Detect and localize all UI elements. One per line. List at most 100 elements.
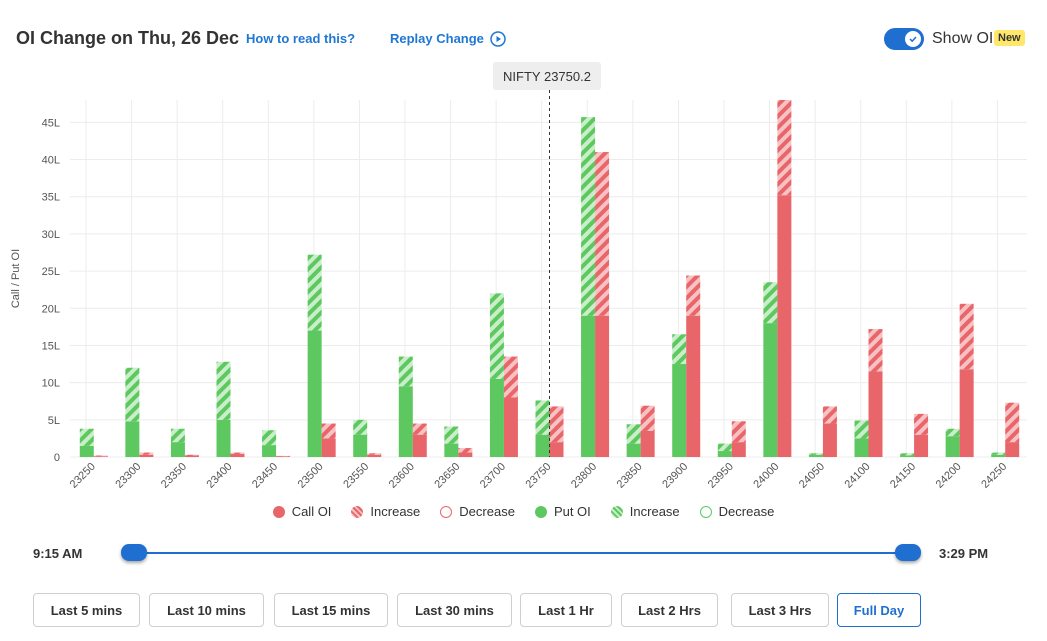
call-oi-increase-bar[interactable] xyxy=(458,448,473,453)
time-slider-track[interactable] xyxy=(134,552,908,554)
put-oi-bar[interactable] xyxy=(945,436,960,457)
put-oi-bar[interactable] xyxy=(170,442,185,457)
time-range-button[interactable]: Last 15 mins xyxy=(274,593,388,627)
play-circle-icon[interactable] xyxy=(490,31,506,47)
call-oi-increase-bar[interactable] xyxy=(731,421,746,443)
time-range-button[interactable]: Last 10 mins xyxy=(149,593,264,627)
call-oi-bar[interactable] xyxy=(640,430,655,457)
time-range-button[interactable]: Last 1 Hr xyxy=(520,593,612,627)
put-oi-increase-bar[interactable] xyxy=(353,419,368,435)
call-oi-bar[interactable] xyxy=(549,442,564,457)
put-oi-increase-bar[interactable] xyxy=(808,453,823,455)
put-oi-bar[interactable] xyxy=(79,445,94,457)
call-oi-bar[interactable] xyxy=(914,434,929,457)
call-oi-bar[interactable] xyxy=(1005,442,1020,457)
call-oi-increase-bar[interactable] xyxy=(412,423,427,435)
put-oi-bar[interactable] xyxy=(489,378,504,457)
put-oi-increase-bar[interactable] xyxy=(991,452,1006,455)
call-oi-increase-bar[interactable] xyxy=(367,453,382,455)
call-oi-bar[interactable] xyxy=(777,195,792,457)
call-oi-increase-bar[interactable] xyxy=(184,454,199,456)
put-oi-bar[interactable] xyxy=(535,434,550,457)
call-oi-bar[interactable] xyxy=(868,371,883,457)
call-oi-increase-bar[interactable] xyxy=(959,303,974,370)
put-oi-bar[interactable] xyxy=(125,421,140,457)
put-oi-bar[interactable] xyxy=(900,455,915,457)
show-oi-toggle[interactable] xyxy=(884,28,924,50)
put-oi-increase-bar[interactable] xyxy=(763,282,778,324)
legend-item[interactable]: Put OI xyxy=(534,504,591,519)
call-oi-increase-bar[interactable] xyxy=(549,406,564,443)
time-range-button[interactable]: Last 5 mins xyxy=(33,593,140,627)
call-oi-increase-bar[interactable] xyxy=(321,423,336,439)
put-oi-increase-bar[interactable] xyxy=(489,293,504,379)
call-oi-increase-bar[interactable] xyxy=(503,356,518,398)
call-oi-bar[interactable] xyxy=(276,456,291,457)
put-oi-increase-bar[interactable] xyxy=(535,400,550,435)
call-oi-bar[interactable] xyxy=(412,434,427,457)
put-oi-bar[interactable] xyxy=(991,454,1006,457)
put-oi-bar[interactable] xyxy=(398,386,413,457)
put-oi-bar[interactable] xyxy=(672,364,687,457)
put-oi-bar[interactable] xyxy=(444,443,459,457)
put-oi-bar[interactable] xyxy=(216,419,231,457)
put-oi-bar[interactable] xyxy=(581,315,596,457)
put-oi-increase-bar[interactable] xyxy=(398,356,413,387)
legend-item[interactable]: Increase xyxy=(351,504,420,519)
put-oi-increase-bar[interactable] xyxy=(900,453,915,456)
replay-change-link[interactable]: Replay Change xyxy=(390,31,484,46)
call-oi-bar[interactable] xyxy=(731,442,746,457)
call-oi-bar[interactable] xyxy=(321,438,336,457)
put-oi-increase-bar[interactable] xyxy=(444,426,459,444)
put-oi-increase-bar[interactable] xyxy=(945,428,960,437)
put-oi-increase-bar[interactable] xyxy=(216,361,231,420)
slider-end-handle[interactable] xyxy=(895,544,921,561)
legend-item[interactable]: Call OI xyxy=(272,504,331,519)
put-oi-increase-bar[interactable] xyxy=(125,367,140,422)
call-oi-bar[interactable] xyxy=(139,454,154,457)
legend-item[interactable]: Decrease xyxy=(440,504,515,519)
put-oi-increase-bar[interactable] xyxy=(854,420,869,439)
call-oi-increase-bar[interactable] xyxy=(1005,402,1020,443)
put-oi-bar[interactable] xyxy=(307,330,322,457)
put-oi-increase-bar[interactable] xyxy=(79,428,94,446)
time-range-button[interactable]: Last 2 Hrs xyxy=(621,593,718,627)
call-oi-bar[interactable] xyxy=(93,456,108,457)
put-oi-bar[interactable] xyxy=(626,443,641,457)
call-oi-increase-bar[interactable] xyxy=(777,100,792,196)
legend-item[interactable]: Increase xyxy=(610,504,680,519)
call-oi-increase-bar[interactable] xyxy=(640,405,655,431)
call-oi-increase-bar[interactable] xyxy=(822,406,837,424)
call-oi-bar[interactable] xyxy=(959,369,974,457)
put-oi-increase-bar[interactable] xyxy=(170,428,185,443)
put-oi-bar[interactable] xyxy=(353,434,368,457)
call-oi-bar[interactable] xyxy=(822,423,837,457)
call-oi-increase-bar[interactable] xyxy=(139,452,154,455)
put-oi-bar[interactable] xyxy=(854,438,869,457)
call-oi-increase-bar[interactable] xyxy=(93,455,108,457)
put-oi-increase-bar[interactable] xyxy=(717,443,732,452)
call-oi-bar[interactable] xyxy=(503,397,518,458)
put-oi-bar[interactable] xyxy=(763,323,778,457)
call-oi-increase-bar[interactable] xyxy=(230,452,245,455)
call-oi-increase-bar[interactable] xyxy=(595,152,610,316)
call-oi-increase-bar[interactable] xyxy=(868,329,883,372)
time-range-button[interactable]: Last 3 Hrs xyxy=(731,593,829,627)
time-range-button[interactable]: Last 30 mins xyxy=(397,593,512,627)
how-to-read-link[interactable]: How to read this? xyxy=(246,31,356,46)
put-oi-increase-bar[interactable] xyxy=(262,430,277,446)
put-oi-bar[interactable] xyxy=(262,445,277,457)
put-oi-increase-bar[interactable] xyxy=(581,117,596,316)
call-oi-bar[interactable] xyxy=(458,452,473,457)
put-oi-increase-bar[interactable] xyxy=(626,424,641,444)
put-oi-bar[interactable] xyxy=(717,451,732,457)
time-range-button[interactable]: Full Day xyxy=(837,593,921,627)
put-oi-bar[interactable] xyxy=(808,454,823,457)
legend-item[interactable]: Decrease xyxy=(699,504,774,519)
call-oi-bar[interactable] xyxy=(230,454,245,457)
call-oi-increase-bar[interactable] xyxy=(914,413,929,435)
call-oi-bar[interactable] xyxy=(595,315,610,457)
call-oi-increase-bar[interactable] xyxy=(686,275,701,316)
call-oi-bar[interactable] xyxy=(184,455,199,457)
put-oi-increase-bar[interactable] xyxy=(307,254,322,331)
